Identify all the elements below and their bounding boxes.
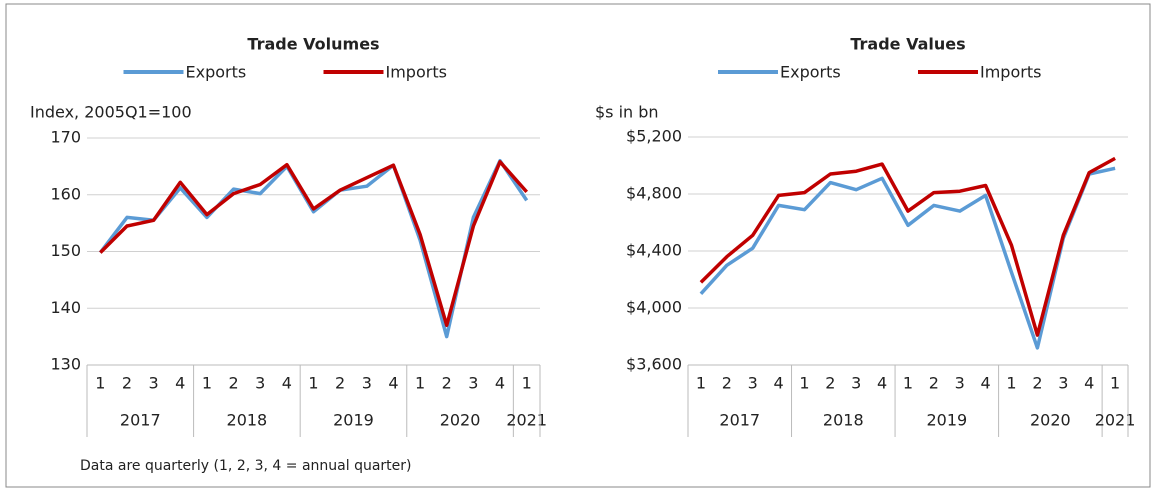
x-group-label: 2017 [719,411,760,430]
x-tick-label: 1 [903,374,913,393]
y-tick-label: $5,200 [626,127,682,146]
x-tick-label: 2 [722,374,732,393]
series-line [699,166,1116,350]
y-tick-label: 170 [50,128,81,147]
y-tick-label: 150 [50,241,81,260]
y-tick-label: $4,000 [626,298,682,317]
x-tick-label: 1 [799,374,809,393]
x-tick-label: 4 [773,374,783,393]
x-tick-label: 4 [388,374,398,393]
x-tick-label: 3 [955,374,965,393]
x-group-label: 2021 [1095,411,1136,430]
x-tick-label: 3 [748,374,758,393]
x-group-label: 2017 [120,411,161,430]
x-tick-label: 1 [522,374,532,393]
x-tick-label: 1 [202,374,212,393]
x-tick-label: 3 [255,374,265,393]
x-group-label: 2021 [506,411,547,430]
legend-label: Imports [980,63,1041,82]
x-tick-label: 2 [1032,374,1042,393]
x-tick-label: 2 [335,374,345,393]
x-tick-label: 4 [495,374,505,393]
x-tick-label: 2 [442,374,452,393]
x-tick-label: 3 [468,374,478,393]
x-tick-label: 1 [696,374,706,393]
x-group-label: 2018 [823,411,864,430]
y-tick-label: $4,400 [626,241,682,260]
frame [5,3,1151,488]
x-group-label: 2018 [227,411,268,430]
chart-title: Trade Volumes [247,35,379,54]
x-tick-label: 2 [122,374,132,393]
x-tick-label: 1 [95,374,105,393]
x-tick-label: 1 [415,374,425,393]
x-tick-label: 3 [362,374,372,393]
x-group-label: 2020 [1030,411,1071,430]
legend-label: Exports [780,63,841,82]
x-tick-label: 3 [1058,374,1068,393]
y-tick-label: $3,600 [626,355,682,374]
x-group-label: 2020 [440,411,481,430]
legend-label: Imports [386,63,447,82]
series-line [699,156,1116,337]
x-tick-label: 4 [877,374,887,393]
x-tick-label: 3 [149,374,159,393]
y-axis-label: $s in bn [595,103,659,122]
chart-title: Trade Values [850,35,965,54]
legend-label: Exports [186,63,247,82]
x-tick-label: 1 [308,374,318,393]
x-tick-label: 2 [929,374,939,393]
x-tick-label: 1 [1006,374,1016,393]
footnote: Data are quarterly (1, 2, 3, 4 = annual … [80,458,412,474]
y-tick-label: 160 [50,184,81,203]
y-axis-label: Index, 2005Q1=100 [30,103,192,122]
y-tick-label: 130 [50,355,81,374]
series-line [99,160,529,328]
y-tick-label: 140 [50,298,81,317]
x-group-label: 2019 [333,411,374,430]
x-tick-label: 1 [1110,374,1120,393]
x-tick-label: 2 [825,374,835,393]
x-tick-label: 4 [981,374,991,393]
x-group-label: 2019 [926,411,967,430]
y-tick-label: $4,800 [626,184,682,203]
x-tick-label: 2 [228,374,238,393]
x-tick-label: 4 [1084,374,1094,393]
x-tick-label: 3 [851,374,861,393]
x-tick-label: 4 [282,374,292,393]
x-tick-label: 4 [175,374,185,393]
